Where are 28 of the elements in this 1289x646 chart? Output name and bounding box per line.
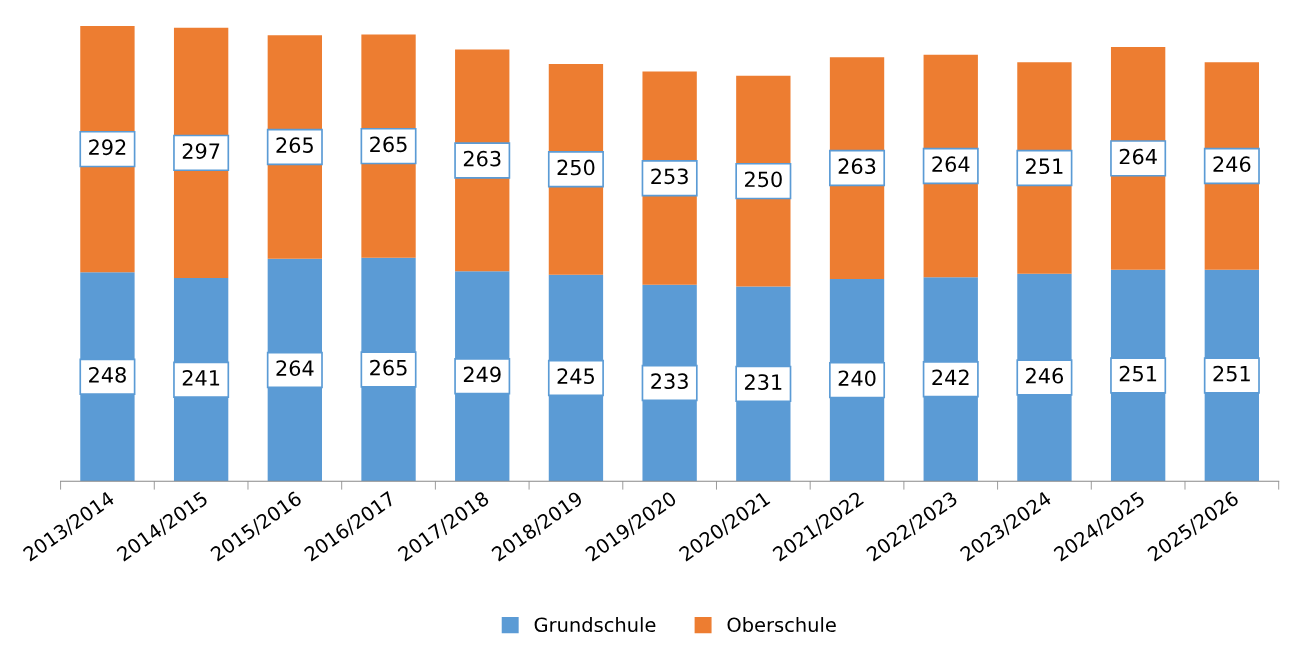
- data-label: 264: [1119, 148, 1157, 165]
- data-label: 250: [744, 171, 782, 188]
- data-label: 264: [276, 360, 314, 377]
- data-label: 242: [932, 369, 969, 385]
- data-label: 246: [1213, 156, 1251, 172]
- data-label: 297: [182, 143, 220, 159]
- data-label: 250: [557, 159, 595, 176]
- data-label: 265: [370, 359, 407, 376]
- data-label: 265: [276, 137, 313, 154]
- data-label: 241: [182, 369, 220, 386]
- data-label: 251: [1213, 365, 1250, 382]
- legend-label: Oberschule: [727, 617, 836, 633]
- data-label: 231: [744, 374, 782, 390]
- data-label: 264: [932, 156, 970, 172]
- data-label: 265: [370, 136, 407, 153]
- data-label: 253: [651, 168, 688, 185]
- data-label: 245: [557, 368, 594, 385]
- data-label: 292: [89, 139, 126, 156]
- data-label: 240: [838, 370, 876, 387]
- legend-label: Grundschule: [534, 617, 656, 633]
- data-label: 233: [651, 373, 688, 390]
- data-label: 251: [1026, 158, 1063, 175]
- data-label: 263: [838, 158, 876, 175]
- data-label: 246: [1026, 367, 1064, 384]
- data-label: 251: [1119, 365, 1157, 382]
- data-label: 249: [463, 366, 501, 383]
- data-label: 248: [89, 367, 126, 383]
- data-label: 263: [463, 150, 501, 167]
